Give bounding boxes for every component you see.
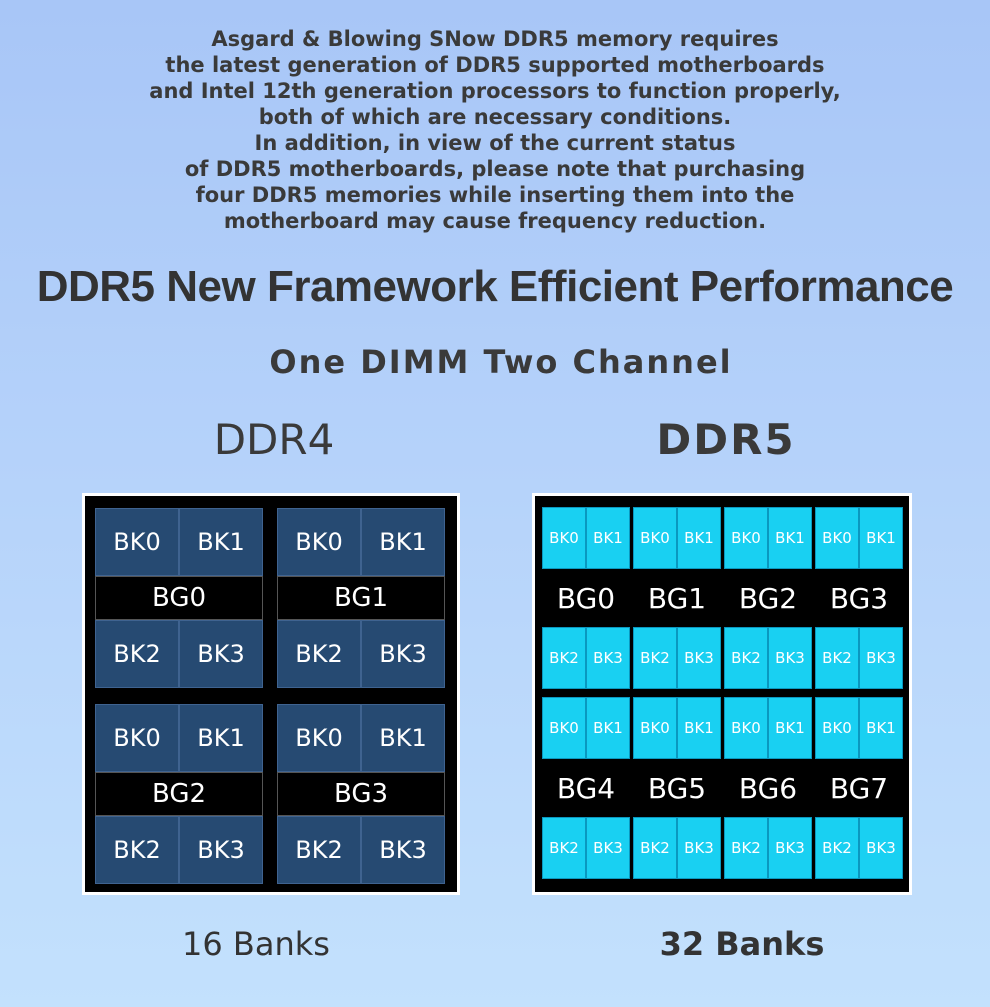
ddr5-bank-bk1: BK1	[586, 697, 630, 759]
ddr5-bank-group-bg5: BK0 BK1 BK2 BK3 BG5	[633, 697, 721, 879]
ddr5-bank-group-label: BG2	[738, 581, 798, 615]
notice-line: Asgard & Blowing SNow DDR5 memory requir…	[211, 27, 779, 51]
ddr4-bank-bk3: BK3	[361, 620, 445, 688]
ddr5-bank-group-label: BG0	[556, 581, 616, 615]
notice-line: four DDR5 memories while inserting them …	[195, 183, 795, 207]
ddr5-bank-bk1: BK1	[859, 697, 903, 759]
ddr5-bank-bk2: BK2	[815, 817, 859, 879]
ddr5-bank-bk3: BK3	[859, 817, 903, 879]
ddr4-bank-bk1: BK1	[361, 508, 445, 576]
ddr4-bank-bk0: BK0	[277, 704, 361, 772]
ddr4-bank-bk1: BK1	[361, 704, 445, 772]
ddr4-bank-bk3: BK3	[361, 816, 445, 884]
ddr5-bank-bk0: BK0	[815, 697, 859, 759]
ddr5-bank-group-bg4: BK0 BK1 BK2 BK3 BG4	[542, 697, 630, 879]
ddr4-bank-bk3: BK3	[179, 816, 263, 884]
ddr4-title: DDR4	[213, 415, 335, 464]
ddr5-bank-bk0: BK0	[724, 697, 768, 759]
ddr4-bank-group-bg0: BK0 BK1 BK2 BK3 BG0	[95, 508, 263, 688]
ddr4-bank-group-label: BG3	[277, 772, 445, 816]
ddr5-bank-group-bg3: BK0 BK1 BK2 BK3 BG3	[815, 507, 903, 689]
ddr5-bank-group-bg7: BK0 BK1 BK2 BK3 BG7	[815, 697, 903, 879]
ddr5-bank-bk3: BK3	[768, 817, 812, 879]
ddr4-bank-group-bg1: BK0 BK1 BK2 BK3 BG1	[277, 508, 445, 688]
ddr5-bank-bk0: BK0	[542, 507, 586, 569]
notice-line: both of which are necessary conditions.	[258, 105, 732, 129]
headline: DDR5 New Framework Efficient Performance	[36, 262, 954, 311]
ddr4-bank-bk0: BK0	[95, 704, 179, 772]
ddr5-bank-group-label: BG7	[829, 771, 889, 805]
ddr5-bank-bk0: BK0	[724, 507, 768, 569]
ddr5-bank-bk2: BK2	[724, 627, 768, 689]
ddr4-banks-caption: 16 Banks	[182, 925, 330, 963]
ddr4-bank-bk2: BK2	[95, 816, 179, 884]
ddr5-chip-diagram: BK0 BK1 BK2 BK3 BG0 BK0 BK1 BK2 BK3 BG1 BK0 BK1 BK2 B…	[532, 493, 912, 895]
ddr4-bank-bk2: BK2	[277, 620, 361, 688]
notice-line: the latest generation of DDR5 supported …	[165, 53, 825, 77]
ddr5-bank-bk1: BK1	[677, 507, 721, 569]
ddr5-bank-group-label: BG1	[647, 581, 707, 615]
ddr5-bank-bk0: BK0	[815, 507, 859, 569]
notice-line: of DDR5 motherboards, please note that p…	[184, 157, 806, 181]
ddr4-chip-diagram: BK0 BK1 BK2 BK3 BG0 BK0 BK1 BK2 BK3 BG1 BK0 BK1 BK2 B…	[82, 493, 460, 895]
ddr5-banks-caption: 32 Banks	[659, 925, 825, 963]
ddr5-bank-group-label: BG3	[829, 581, 889, 615]
ddr5-bank-bk2: BK2	[542, 627, 586, 689]
ddr4-bank-bk1: BK1	[179, 508, 263, 576]
ddr4-bank-bk3: BK3	[179, 620, 263, 688]
ddr4-bank-bk2: BK2	[95, 620, 179, 688]
ddr5-title: DDR5	[656, 415, 796, 464]
ddr5-bank-bk3: BK3	[859, 627, 903, 689]
ddr5-bank-bk2: BK2	[815, 627, 859, 689]
ddr4-bank-group-bg3: BK0 BK1 BK2 BK3 BG3	[277, 704, 445, 884]
ddr5-bank-bk2: BK2	[633, 817, 677, 879]
ddr4-bank-group-bg2: BK0 BK1 BK2 BK3 BG2	[95, 704, 263, 884]
notice-line: motherboard may cause frequency reductio…	[223, 209, 767, 233]
ddr5-bank-group-bg0: BK0 BK1 BK2 BK3 BG0	[542, 507, 630, 689]
ddr5-bank-bk2: BK2	[724, 817, 768, 879]
ddr5-bank-group-bg1: BK0 BK1 BK2 BK3 BG1	[633, 507, 721, 689]
ddr5-bank-bk0: BK0	[633, 697, 677, 759]
ddr4-bank-group-label: BG1	[277, 576, 445, 620]
ddr5-bank-bk2: BK2	[542, 817, 586, 879]
ddr5-bank-group-label: BG6	[738, 771, 798, 805]
ddr5-bank-group-bg2: BK0 BK1 BK2 BK3 BG2	[724, 507, 812, 689]
ddr5-bank-group-label: BG4	[556, 771, 616, 805]
ddr4-bank-bk1: BK1	[179, 704, 263, 772]
ddr5-bank-group-label: BG5	[647, 771, 707, 805]
ddr4-bank-bk0: BK0	[277, 508, 361, 576]
ddr5-bank-bk3: BK3	[677, 627, 721, 689]
ddr5-bank-bk0: BK0	[542, 697, 586, 759]
ddr4-bank-bk0: BK0	[95, 508, 179, 576]
ddr5-bank-bk3: BK3	[586, 627, 630, 689]
ddr5-bank-bk1: BK1	[768, 697, 812, 759]
ddr5-bank-bk1: BK1	[859, 507, 903, 569]
ddr4-bank-bk2: BK2	[277, 816, 361, 884]
ddr5-bank-bk3: BK3	[677, 817, 721, 879]
notice-text: Asgard & Blowing SNow DDR5 memory requir…	[0, 26, 990, 234]
ddr5-bank-bk1: BK1	[586, 507, 630, 569]
ddr5-bank-bk3: BK3	[768, 627, 812, 689]
ddr5-bank-bk0: BK0	[633, 507, 677, 569]
notice-line: In addition, in view of the current stat…	[254, 131, 736, 155]
ddr5-bank-bk2: BK2	[633, 627, 677, 689]
ddr5-bank-bk3: BK3	[586, 817, 630, 879]
ddr5-bank-bk1: BK1	[768, 507, 812, 569]
ddr4-bank-group-label: BG0	[95, 576, 263, 620]
notice-line: and Intel 12th generation processors to …	[149, 79, 841, 103]
ddr4-bank-group-label: BG2	[95, 772, 263, 816]
ddr5-bank-bk1: BK1	[677, 697, 721, 759]
subheadline: One DIMM Two Channel	[269, 343, 733, 381]
ddr5-bank-group-bg6: BK0 BK1 BK2 BK3 BG6	[724, 697, 812, 879]
